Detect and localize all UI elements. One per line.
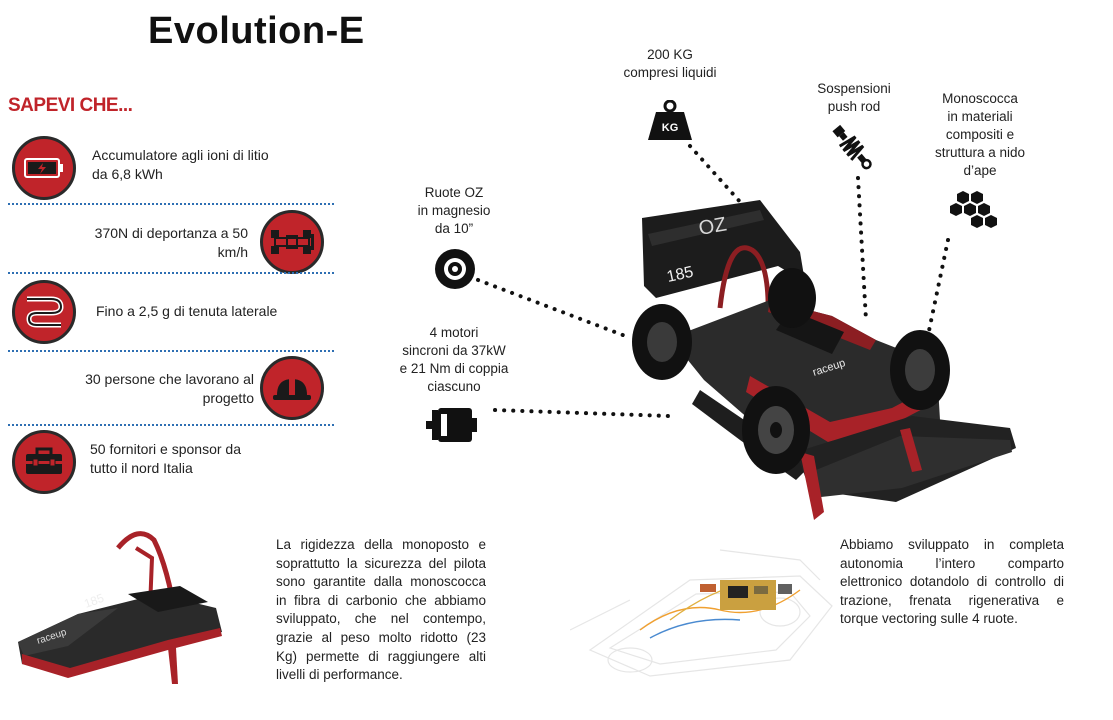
race-car-illustration: OZ 185 raceup xyxy=(632,200,1016,520)
car-number: 185 xyxy=(82,591,106,611)
car-number: 185 xyxy=(665,264,695,286)
electronics-description: Abbiamo sviluppato in completa autonomia… xyxy=(840,537,1064,627)
monocoque-label: Monoscocca in materiali compositi e stru… xyxy=(934,91,1026,178)
toolbox-icon xyxy=(12,430,76,494)
weight-icon: KG xyxy=(646,100,694,142)
honeycomb-icon xyxy=(948,190,1000,234)
spring-icon xyxy=(826,122,880,174)
fact-text: 50 fornitori e sponsor da tutto il nord … xyxy=(90,441,241,476)
race-car-icon xyxy=(260,210,324,274)
fact-item-team: 30 persone che lavorano al progetto xyxy=(8,354,336,430)
electronics-illustration xyxy=(570,549,833,677)
fact-text: Accumulatore agli ioni di litio da 6,8 k… xyxy=(92,147,269,182)
fact-text: 30 persone che lavorano al progetto xyxy=(85,371,254,406)
wheels-label: Ruote OZ in magnesio da 10” xyxy=(417,185,491,236)
wing-logo: OZ xyxy=(697,213,728,239)
motors-label: 4 motori sincroni da 37kW e 21 Nm di cop… xyxy=(399,325,509,394)
section-heading-sapevi: SAPEVI CHE... xyxy=(8,95,133,116)
motor-icon xyxy=(426,406,478,444)
monocoque-description: La rigidezza della monoposto e soprattut… xyxy=(276,537,486,683)
divider xyxy=(8,272,334,274)
fact-item-sponsors: 50 fornitori e sponsor da tutto il nord … xyxy=(8,428,336,504)
fact-item-downforce: 370N di deportanza a 50 km/h xyxy=(8,206,336,282)
fact-text: 370N di deportanza a 50 km/h xyxy=(94,225,248,260)
divider xyxy=(8,350,334,352)
fact-text: Fino a 2,5 g di tenuta laterale xyxy=(96,303,278,319)
curved-road-icon xyxy=(12,280,76,344)
page-title: Evolution-E xyxy=(148,10,365,52)
weight-label: 200 KG compresi liquidi xyxy=(623,47,717,80)
battery-icon xyxy=(12,136,76,200)
suspension-label: Sospensioni push rod xyxy=(817,81,891,114)
hard-hat-icon xyxy=(260,356,324,420)
fact-item-lateral-grip: Fino a 2,5 g di tenuta laterale xyxy=(8,276,336,352)
divider xyxy=(8,203,334,205)
wheel-icon xyxy=(434,248,476,290)
fact-item-battery: Accumulatore agli ioni di litio da 6,8 k… xyxy=(8,130,336,206)
monocoque-illustration: raceup 185 xyxy=(18,531,222,684)
weight-icon-text: KG xyxy=(662,122,679,134)
divider xyxy=(8,424,334,426)
